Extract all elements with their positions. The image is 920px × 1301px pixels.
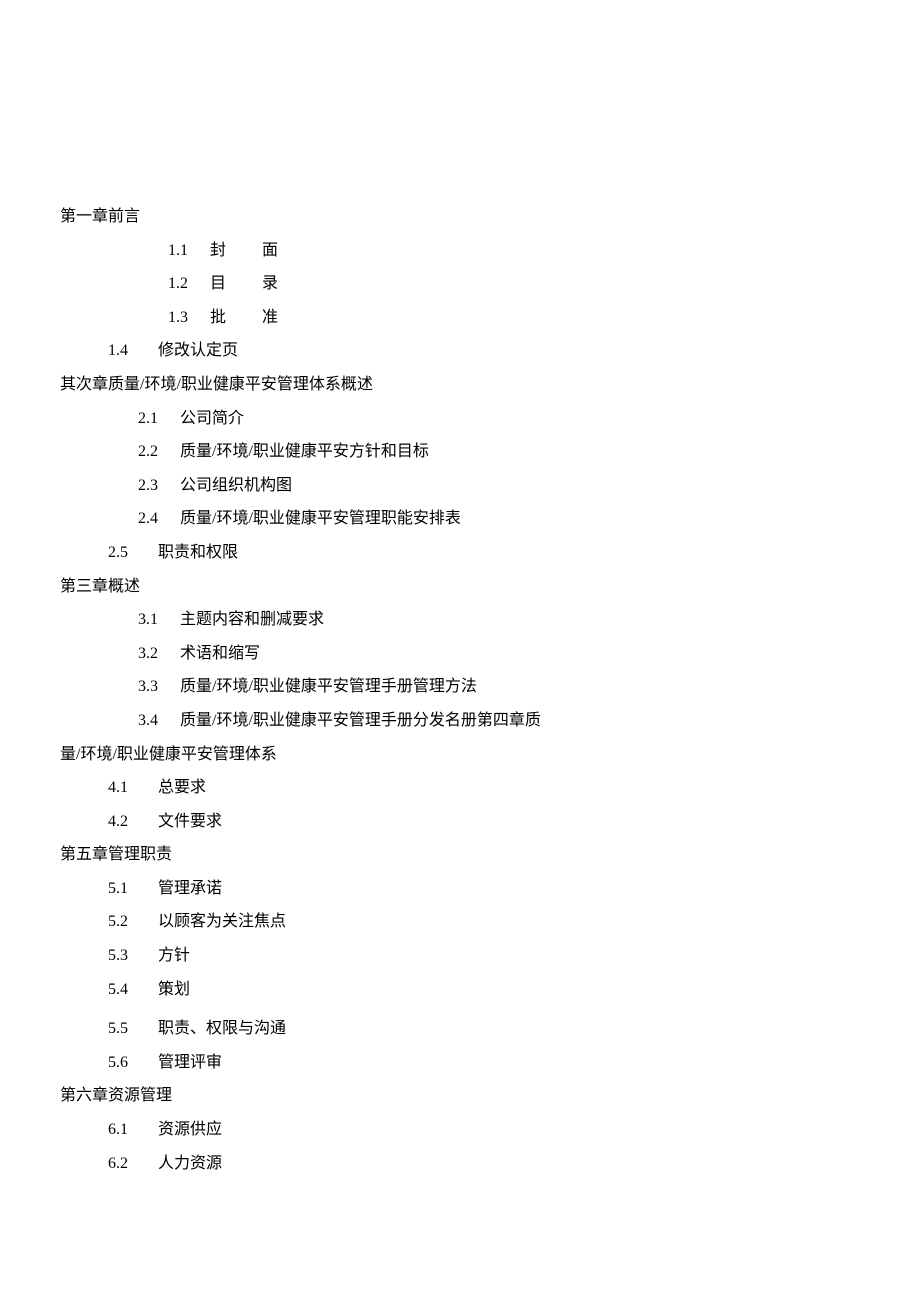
toc-item: 1.3 批准: [60, 301, 860, 335]
toc-number: 5.1: [108, 872, 158, 906]
toc-number: 2.1: [138, 402, 180, 436]
chapter-5-title: 第五章管理职责: [60, 838, 860, 872]
toc-number: 3.2: [138, 637, 180, 671]
toc-text: 职责和权限: [158, 536, 238, 570]
toc-number: 1.2: [168, 267, 210, 301]
toc-text: 方针: [158, 939, 190, 973]
toc-item: 2.5 职责和权限: [60, 536, 860, 570]
toc-item: 2.2 质量/环境/职业健康平安方针和目标: [60, 435, 860, 469]
toc-text: 质量/环境/职业健康平安方针和目标: [180, 435, 429, 469]
toc-item: 5.2 以顾客为关注焦点: [60, 905, 860, 939]
toc-number: 3.4: [138, 704, 180, 738]
toc-text: 总要求: [158, 771, 206, 805]
toc-text: 封面: [210, 234, 278, 268]
toc-number: 6.2: [108, 1147, 158, 1181]
toc-number: 3.3: [138, 670, 180, 704]
toc-text: 术语和缩写: [180, 637, 260, 671]
toc-text: 资源供应: [158, 1113, 222, 1147]
toc-text: 公司组织机构图: [180, 469, 292, 503]
toc-text: 以顾客为关注焦点: [158, 905, 286, 939]
toc-number: 5.2: [108, 905, 158, 939]
chapter-3-title: 第三章概述: [60, 570, 860, 604]
toc-item: 2.4 质量/环境/职业健康平安管理职能安排表: [60, 502, 860, 536]
toc-text: 管理评审: [158, 1046, 222, 1080]
toc-item: 4.2 文件要求: [60, 805, 860, 839]
document-page: 第一章前言 1.1 封面 1.2 目录 1.3 批准 1.4 修改认定页 其次章…: [60, 200, 860, 1180]
toc-item: 3.3 质量/环境/职业健康平安管理手册管理方法: [60, 670, 860, 704]
toc-item: 5.6 管理评审: [60, 1046, 860, 1080]
chapter-6-title: 第六章资源管理: [60, 1079, 860, 1113]
toc-item: 6.2 人力资源: [60, 1147, 860, 1181]
toc-item: 3.2 术语和缩写: [60, 637, 860, 671]
toc-item: 4.1 总要求: [60, 771, 860, 805]
toc-number: 2.2: [138, 435, 180, 469]
toc-text: 主题内容和删减要求: [180, 603, 324, 637]
toc-item: 2.3 公司组织机构图: [60, 469, 860, 503]
chapter-1-title: 第一章前言: [60, 200, 860, 234]
continuation-line: 量/环境/职业健康平安管理体系: [60, 738, 860, 772]
toc-item: 5.1 管理承诺: [60, 872, 860, 906]
toc-item: 5.4 策划: [60, 973, 860, 1007]
toc-number: 2.5: [108, 536, 158, 570]
toc-text: 文件要求: [158, 805, 222, 839]
toc-number: 5.4: [108, 973, 158, 1007]
toc-item: 5.5 职责、权限与沟通: [60, 1012, 860, 1046]
toc-text: 质量/环境/职业健康平安管理手册管理方法: [180, 670, 477, 704]
toc-number: 4.2: [108, 805, 158, 839]
chapter-2-title: 其次章质量/环境/职业健康平安管理体系概述: [60, 368, 860, 402]
toc-item: 3.1 主题内容和删减要求: [60, 603, 860, 637]
toc-text: 公司简介: [180, 402, 244, 436]
toc-number: 5.3: [108, 939, 158, 973]
toc-item: 5.3 方针: [60, 939, 860, 973]
toc-number: 5.6: [108, 1046, 158, 1080]
toc-item: 1.1 封面: [60, 234, 860, 268]
toc-number: 4.1: [108, 771, 158, 805]
toc-item: 6.1 资源供应: [60, 1113, 860, 1147]
toc-number: 2.3: [138, 469, 180, 503]
toc-item: 2.1 公司简介: [60, 402, 860, 436]
toc-text: 人力资源: [158, 1147, 222, 1181]
toc-text: 质量/环境/职业健康平安管理手册分发名册第四章质: [180, 704, 541, 738]
toc-number: 6.1: [108, 1113, 158, 1147]
toc-text: 质量/环境/职业健康平安管理职能安排表: [180, 502, 461, 536]
toc-item: 1.2 目录: [60, 267, 860, 301]
toc-text: 修改认定页: [158, 334, 238, 368]
toc-number: 3.1: [138, 603, 180, 637]
toc-text: 目录: [210, 267, 278, 301]
toc-text: 批准: [210, 301, 278, 335]
toc-text: 职责、权限与沟通: [158, 1012, 286, 1046]
toc-text: 管理承诺: [158, 872, 222, 906]
toc-number: 1.1: [168, 234, 210, 268]
toc-text: 策划: [158, 973, 190, 1007]
toc-item: 1.4 修改认定页: [60, 334, 860, 368]
toc-item: 3.4 质量/环境/职业健康平安管理手册分发名册第四章质: [60, 704, 860, 738]
toc-number: 1.3: [168, 301, 210, 335]
toc-number: 1.4: [108, 334, 158, 368]
toc-number: 5.5: [108, 1012, 158, 1046]
toc-number: 2.4: [138, 502, 180, 536]
